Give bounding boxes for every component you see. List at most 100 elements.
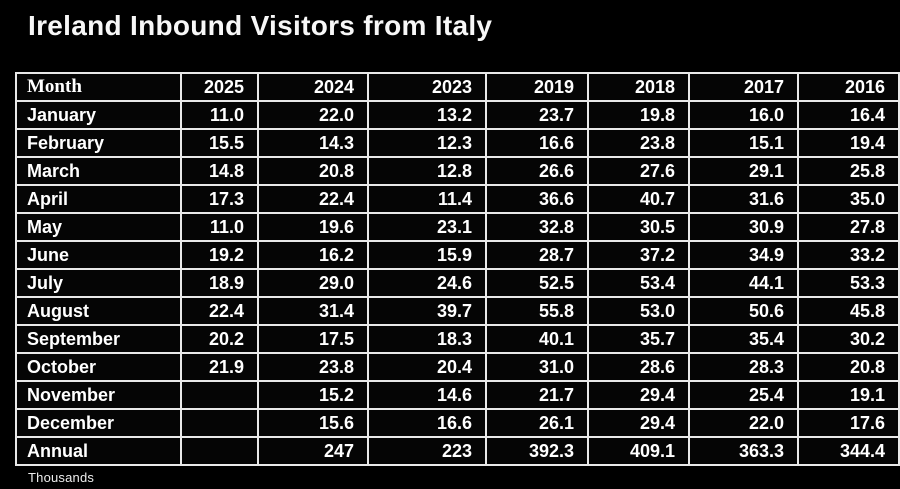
- value-cell: 16.6: [367, 408, 487, 438]
- unit-footnote: Thousands: [28, 470, 95, 485]
- value-cell: 19.6: [257, 212, 369, 242]
- value-cell: 36.6: [485, 184, 589, 214]
- value-cell: 50.6: [688, 296, 799, 326]
- month-cell: March: [15, 156, 182, 186]
- month-cell: February: [15, 128, 182, 158]
- value-cell: 22.4: [180, 296, 259, 326]
- value-cell: 21.9: [180, 352, 259, 382]
- month-cell: November: [15, 380, 182, 410]
- value-cell: 28.7: [485, 240, 589, 270]
- month-cell: August: [15, 296, 182, 326]
- value-cell: 22.4: [257, 184, 369, 214]
- value-cell: 29.4: [587, 380, 690, 410]
- month-cell: April: [15, 184, 182, 214]
- value-cell: 23.7: [485, 100, 589, 130]
- value-cell: 16.6: [485, 128, 589, 158]
- value-cell: 23.8: [257, 352, 369, 382]
- value-cell: 29.0: [257, 268, 369, 298]
- month-cell: September: [15, 324, 182, 354]
- value-cell: 31.4: [257, 296, 369, 326]
- value-cell: 34.9: [688, 240, 799, 270]
- value-cell: 19.4: [797, 128, 900, 158]
- value-cell: 22.0: [688, 408, 799, 438]
- value-cell: 23.8: [587, 128, 690, 158]
- table-row: June 19.2 16.2 15.9 28.7 37.2 34.9 33.2: [15, 240, 900, 270]
- value-cell: 11.0: [180, 212, 259, 242]
- column-header-year: 2023: [367, 72, 487, 102]
- value-cell: 20.8: [257, 156, 369, 186]
- value-cell: 15.1: [688, 128, 799, 158]
- value-cell: 20.8: [797, 352, 900, 382]
- value-cell: 40.1: [485, 324, 589, 354]
- column-header-year: 2024: [257, 72, 369, 102]
- value-cell: 363.3: [688, 436, 799, 466]
- value-cell: 52.5: [485, 268, 589, 298]
- table-row: August 22.4 31.4 39.7 55.8 53.0 50.6 45.8: [15, 296, 900, 326]
- value-cell: 247: [257, 436, 369, 466]
- table-row: July 18.9 29.0 24.6 52.5 53.4 44.1 53.3: [15, 268, 900, 298]
- value-cell: 28.3: [688, 352, 799, 382]
- value-cell: 24.6: [367, 268, 487, 298]
- month-cell: July: [15, 268, 182, 298]
- table-row: December 15.6 16.6 26.1 29.4 22.0 17.6: [15, 408, 900, 438]
- value-cell: [180, 408, 259, 438]
- value-cell: 39.7: [367, 296, 487, 326]
- value-cell: 15.9: [367, 240, 487, 270]
- visitors-table: Month 2025 2024 2023 2019 2018 2017 2016 Januar…: [15, 72, 900, 466]
- value-cell: 27.6: [587, 156, 690, 186]
- value-cell: [180, 380, 259, 410]
- value-cell: 11.4: [367, 184, 487, 214]
- column-header-year: 2025: [180, 72, 259, 102]
- value-cell: 14.8: [180, 156, 259, 186]
- table-row: May 11.0 19.6 23.1 32.8 30.5 30.9 27.8: [15, 212, 900, 242]
- table-row: January 11.0 22.0 13.2 23.7 19.8 16.0 16.4: [15, 100, 900, 130]
- value-cell: 31.6: [688, 184, 799, 214]
- value-cell: 29.1: [688, 156, 799, 186]
- value-cell: 25.4: [688, 380, 799, 410]
- value-cell: 15.6: [257, 408, 369, 438]
- value-cell: 30.2: [797, 324, 900, 354]
- value-cell: 12.3: [367, 128, 487, 158]
- value-cell: 31.0: [485, 352, 589, 382]
- value-cell: 17.6: [797, 408, 900, 438]
- value-cell: 16.4: [797, 100, 900, 130]
- table-body: January 11.0 22.0 13.2 23.7 19.8 16.0 16.4 Febru…: [15, 100, 900, 466]
- month-cell: May: [15, 212, 182, 242]
- value-cell: 223: [367, 436, 487, 466]
- value-cell: 12.8: [367, 156, 487, 186]
- value-cell: 53.0: [587, 296, 690, 326]
- month-cell: January: [15, 100, 182, 130]
- value-cell: 26.6: [485, 156, 589, 186]
- value-cell: 19.1: [797, 380, 900, 410]
- value-cell: 40.7: [587, 184, 690, 214]
- value-cell: 25.8: [797, 156, 900, 186]
- value-cell: 35.0: [797, 184, 900, 214]
- table-row: September 20.2 17.5 18.3 40.1 35.7 35.4 30.2: [15, 324, 900, 354]
- header-row: Month 2025 2024 2023 2019 2018 2017 2016: [15, 72, 900, 102]
- value-cell: 17.5: [257, 324, 369, 354]
- column-header-year: 2016: [797, 72, 900, 102]
- value-cell: 21.7: [485, 380, 589, 410]
- value-cell: 19.2: [180, 240, 259, 270]
- value-cell: 15.5: [180, 128, 259, 158]
- column-header-year: 2019: [485, 72, 589, 102]
- value-cell: 32.8: [485, 212, 589, 242]
- value-cell: 16.2: [257, 240, 369, 270]
- value-cell: 53.3: [797, 268, 900, 298]
- month-cell: Annual: [15, 436, 182, 466]
- value-cell: 45.8: [797, 296, 900, 326]
- table-row: February 15.5 14.3 12.3 16.6 23.8 15.1 19.4: [15, 128, 900, 158]
- value-cell: 30.5: [587, 212, 690, 242]
- value-cell: 23.1: [367, 212, 487, 242]
- value-cell: 15.2: [257, 380, 369, 410]
- column-header-year: 2018: [587, 72, 690, 102]
- value-cell: 344.4: [797, 436, 900, 466]
- value-cell: 13.2: [367, 100, 487, 130]
- value-cell: 35.4: [688, 324, 799, 354]
- value-cell: 30.9: [688, 212, 799, 242]
- value-cell: 18.9: [180, 268, 259, 298]
- value-cell: 26.1: [485, 408, 589, 438]
- value-cell: 11.0: [180, 100, 259, 130]
- month-cell: October: [15, 352, 182, 382]
